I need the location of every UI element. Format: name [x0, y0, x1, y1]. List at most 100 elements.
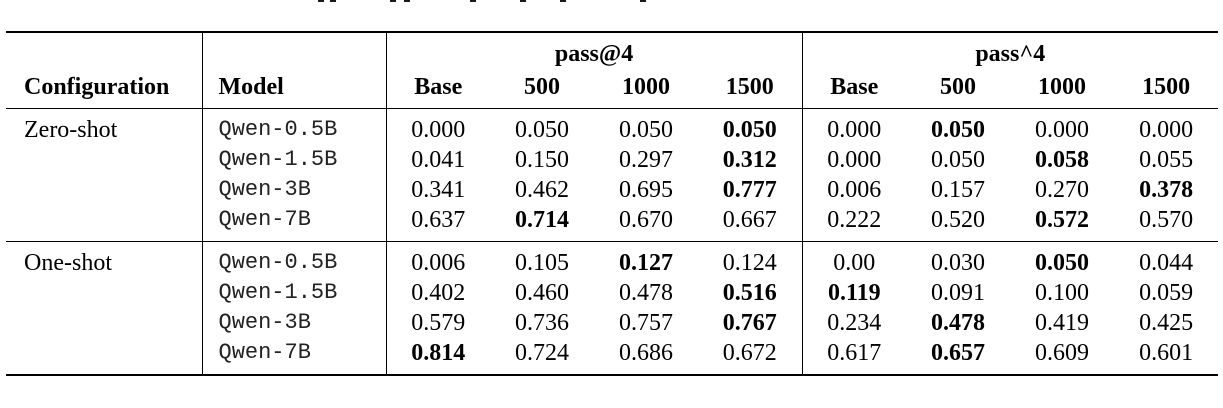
value-cell: 0.127: [619, 250, 673, 276]
value-cell: 0.572: [1010, 205, 1115, 242]
col-header-pass-at-4-1000: 1000: [594, 69, 698, 109]
value-cell: 0.724: [490, 338, 594, 376]
value-cell: 0.757: [619, 310, 673, 336]
table-row: Qwen-7B 0.814 0.724 0.686 0.672 0.617 0.657 0.6…: [6, 338, 1219, 376]
col-header-model: Model: [202, 69, 387, 109]
configuration-cell: [6, 338, 203, 376]
value-cell: 0.312: [698, 145, 803, 175]
section-one-shot: One-shot Qwen-0.5B 0.006 0.105 0.127 0.124 0.0…: [6, 241, 1219, 376]
value-cell: 0.050: [1035, 250, 1090, 276]
value-cell: 0.050: [931, 147, 986, 173]
col-header-pass-at-4-base: Base: [386, 69, 490, 109]
value-cell: 0.672: [698, 338, 803, 376]
value-cell: 0.667: [698, 205, 803, 242]
value-cell: 0.695: [619, 177, 673, 203]
value-cell: 0.100: [1035, 280, 1090, 306]
value-cell: 0.006: [827, 177, 882, 203]
value-cell: 0.105: [515, 250, 569, 276]
value-cell: 0.000: [411, 117, 466, 143]
value-cell: 0.050: [931, 117, 986, 143]
model-cell: Qwen-0.5B: [202, 108, 387, 145]
value-cell: 0.119: [827, 280, 881, 306]
value-cell: 0.736: [515, 310, 569, 336]
value-cell: 0.516: [698, 278, 803, 308]
model-cell: Qwen-1.5B: [202, 278, 387, 308]
section-zero-shot: Zero-shot Qwen-0.5B 0.000 0.050 0.050 0.050 0.…: [6, 108, 1219, 242]
table-row: Qwen-3B 0.579 0.736 0.757 0.767 0.234 0.478 0.4…: [6, 308, 1218, 338]
table-row: Qwen-3B 0.341 0.462 0.695 0.777 0.006 0.157 0.2…: [6, 175, 1218, 205]
value-cell: 0.000: [827, 117, 882, 143]
model-cell: Qwen-0.5B: [202, 241, 387, 278]
value-cell: 0.00: [833, 250, 876, 276]
value-cell: 0.341: [411, 177, 466, 203]
table-row: Qwen-1.5B 0.041 0.150 0.297 0.312 0.000 0.050 0…: [6, 145, 1218, 175]
results-table: pass@4 pass^4 Configuration Model Base 5…: [6, 31, 1219, 376]
configuration-cell: [6, 205, 203, 242]
value-cell: 0.402: [411, 280, 466, 306]
value-cell: 0.157: [931, 177, 986, 203]
col-header-pass-pow-4-1500: 1500: [1114, 69, 1219, 109]
configuration-cell: [6, 175, 203, 205]
col-header-pass-pow-4-1000: 1000: [1010, 69, 1115, 109]
value-cell: 0.000: [1139, 117, 1194, 143]
value-cell: 0.637: [386, 205, 490, 242]
value-cell: 0.050: [619, 117, 673, 143]
value-cell: 0.478: [931, 310, 986, 336]
model-cell: Qwen-7B: [202, 338, 387, 376]
value-cell: 0.059: [1139, 280, 1194, 306]
col-header-pass-pow-4-base: Base: [802, 69, 907, 109]
value-cell: 0.297: [619, 147, 673, 173]
table-row: Zero-shot Qwen-0.5B 0.000 0.050 0.050 0.050 0.…: [6, 108, 1218, 145]
value-cell: 0.767: [698, 308, 803, 338]
col-header-pass-pow-4-500: 500: [906, 69, 1011, 109]
value-cell: 0.570: [1114, 205, 1219, 242]
model-cell: Qwen-3B: [202, 175, 387, 205]
table-row: Qwen-1.5B 0.402 0.460 0.478 0.516 0.119 0.091 0…: [6, 278, 1218, 308]
model-cell: Qwen-3B: [202, 308, 387, 338]
group-header-pass-pow-4: pass^4: [802, 31, 1219, 69]
group-header-pass-at-4: pass@4: [386, 31, 803, 69]
configuration-cell: [6, 308, 203, 338]
value-cell: 0.030: [931, 250, 986, 276]
configuration-cell: [6, 145, 203, 175]
value-cell: 0.050: [515, 117, 569, 143]
column-header-row: Configuration Model Base 500 1000 1500 B…: [6, 69, 1219, 109]
value-cell: 0.091: [931, 280, 986, 306]
value-cell: 0.000: [1035, 117, 1090, 143]
value-cell: 0.670: [594, 205, 698, 242]
value-cell: 0.419: [1035, 310, 1090, 336]
configuration-cell: One-shot: [6, 241, 203, 278]
group-header-row: pass@4 pass^4: [6, 31, 1219, 69]
value-cell: 0.044: [1139, 250, 1194, 276]
value-cell: 0.150: [515, 147, 569, 173]
value-cell: 0.000: [827, 147, 882, 173]
value-cell: 0.425: [1139, 310, 1194, 336]
value-cell: 0.601: [1114, 338, 1219, 376]
cropped-caption-fragment: [0, 0, 1223, 8]
value-cell: 0.579: [411, 310, 466, 336]
value-cell: 0.714: [490, 205, 594, 242]
group-header-spacer: [6, 31, 203, 69]
value-cell: 0.055: [1139, 147, 1194, 173]
value-cell: 0.609: [1010, 338, 1115, 376]
value-cell: 0.777: [698, 175, 803, 205]
col-header-pass-at-4-500: 500: [490, 69, 594, 109]
col-header-configuration: Configuration: [6, 69, 203, 109]
value-cell: 0.478: [619, 280, 673, 306]
value-cell: 0.222: [802, 205, 907, 242]
configuration-cell: Zero-shot: [6, 108, 203, 145]
value-cell: 0.234: [827, 310, 882, 336]
value-cell: 0.050: [698, 108, 803, 145]
value-cell: 0.378: [1139, 177, 1194, 203]
value-cell: 0.124: [698, 241, 803, 278]
value-cell: 0.006: [411, 250, 466, 276]
group-header-spacer: [202, 31, 387, 69]
model-cell: Qwen-1.5B: [202, 145, 387, 175]
table-row: One-shot Qwen-0.5B 0.006 0.105 0.127 0.124 0.0…: [6, 241, 1218, 278]
table-row: Qwen-7B 0.637 0.714 0.670 0.667 0.222 0.520 0.5…: [6, 205, 1219, 242]
configuration-cell: [6, 278, 203, 308]
value-cell: 0.657: [906, 338, 1011, 376]
value-cell: 0.462: [515, 177, 569, 203]
value-cell: 0.520: [906, 205, 1011, 242]
value-cell: 0.460: [515, 280, 569, 306]
